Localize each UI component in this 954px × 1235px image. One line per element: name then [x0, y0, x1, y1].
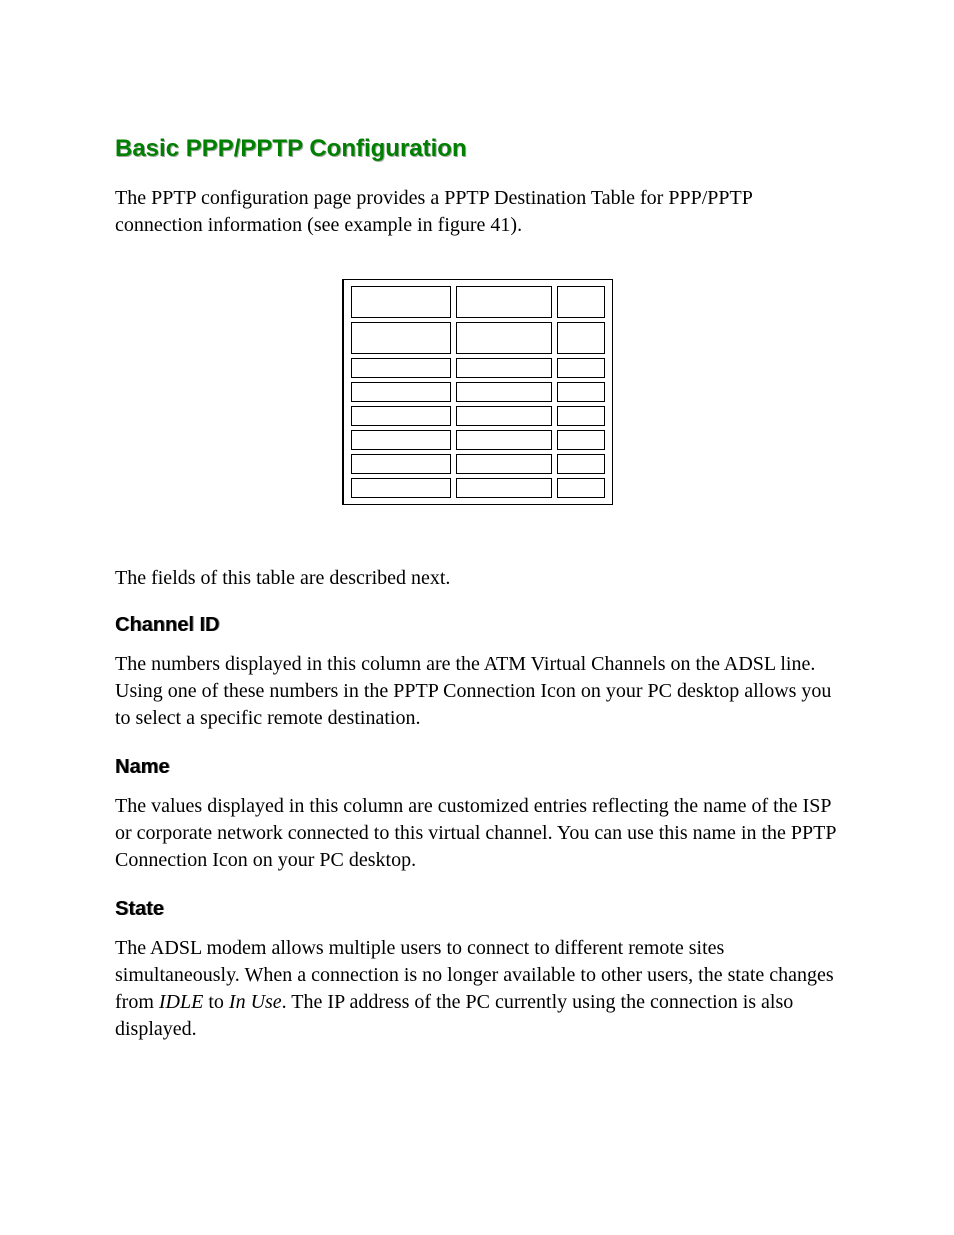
table-row: [351, 322, 605, 354]
table-cell: [456, 430, 552, 450]
table-cell: [456, 286, 552, 318]
table-cell: [557, 454, 605, 474]
table-cell: [351, 358, 451, 378]
after-table-text: The fields of this table are described n…: [115, 565, 839, 592]
table-cell: [557, 478, 605, 498]
page-title: Basic PPP/PPTP Configuration: [115, 135, 839, 163]
section-text-state: The ADSL modem allows multiple users to …: [115, 935, 839, 1043]
table-cell: [557, 406, 605, 426]
table-cell: [557, 430, 605, 450]
table-cell: [351, 454, 451, 474]
table-row: [351, 286, 605, 318]
intro-paragraph: The PPTP configuration page provides a P…: [115, 185, 839, 239]
section-heading-state: State: [115, 898, 839, 921]
destination-table-placeholder: [342, 279, 613, 505]
section-heading-name: Name: [115, 756, 839, 779]
table-cell: [557, 358, 605, 378]
table-row: [351, 454, 605, 474]
table-cell: [351, 322, 451, 354]
table-row: [351, 382, 605, 402]
table-cell: [456, 322, 552, 354]
table-cell: [351, 406, 451, 426]
section-heading-channel-id: Channel ID: [115, 614, 839, 637]
table-cell: [351, 382, 451, 402]
table-cell: [456, 454, 552, 474]
table-cell: [456, 358, 552, 378]
table-cell: [351, 286, 451, 318]
table-cell: [557, 286, 605, 318]
table-row: [351, 430, 605, 450]
state-inuse-term: In Use: [229, 991, 282, 1013]
table-cell: [351, 478, 451, 498]
section-text-channel-id: The numbers displayed in this column are…: [115, 651, 839, 732]
table-cell: [456, 406, 552, 426]
table-cell: [557, 382, 605, 402]
table-row: [351, 478, 605, 498]
table-cell: [557, 322, 605, 354]
table-cell: [456, 382, 552, 402]
table-cell: [456, 478, 552, 498]
table-row: [351, 406, 605, 426]
state-mid: to: [203, 991, 229, 1013]
state-idle-term: IDLE: [159, 991, 203, 1013]
table-row: [351, 358, 605, 378]
document-page: Basic PPP/PPTP Configuration The PPTP co…: [0, 0, 954, 1235]
section-text-name: The values displayed in this column are …: [115, 793, 839, 874]
table-cell: [351, 430, 451, 450]
figure-table-container: [115, 279, 839, 505]
